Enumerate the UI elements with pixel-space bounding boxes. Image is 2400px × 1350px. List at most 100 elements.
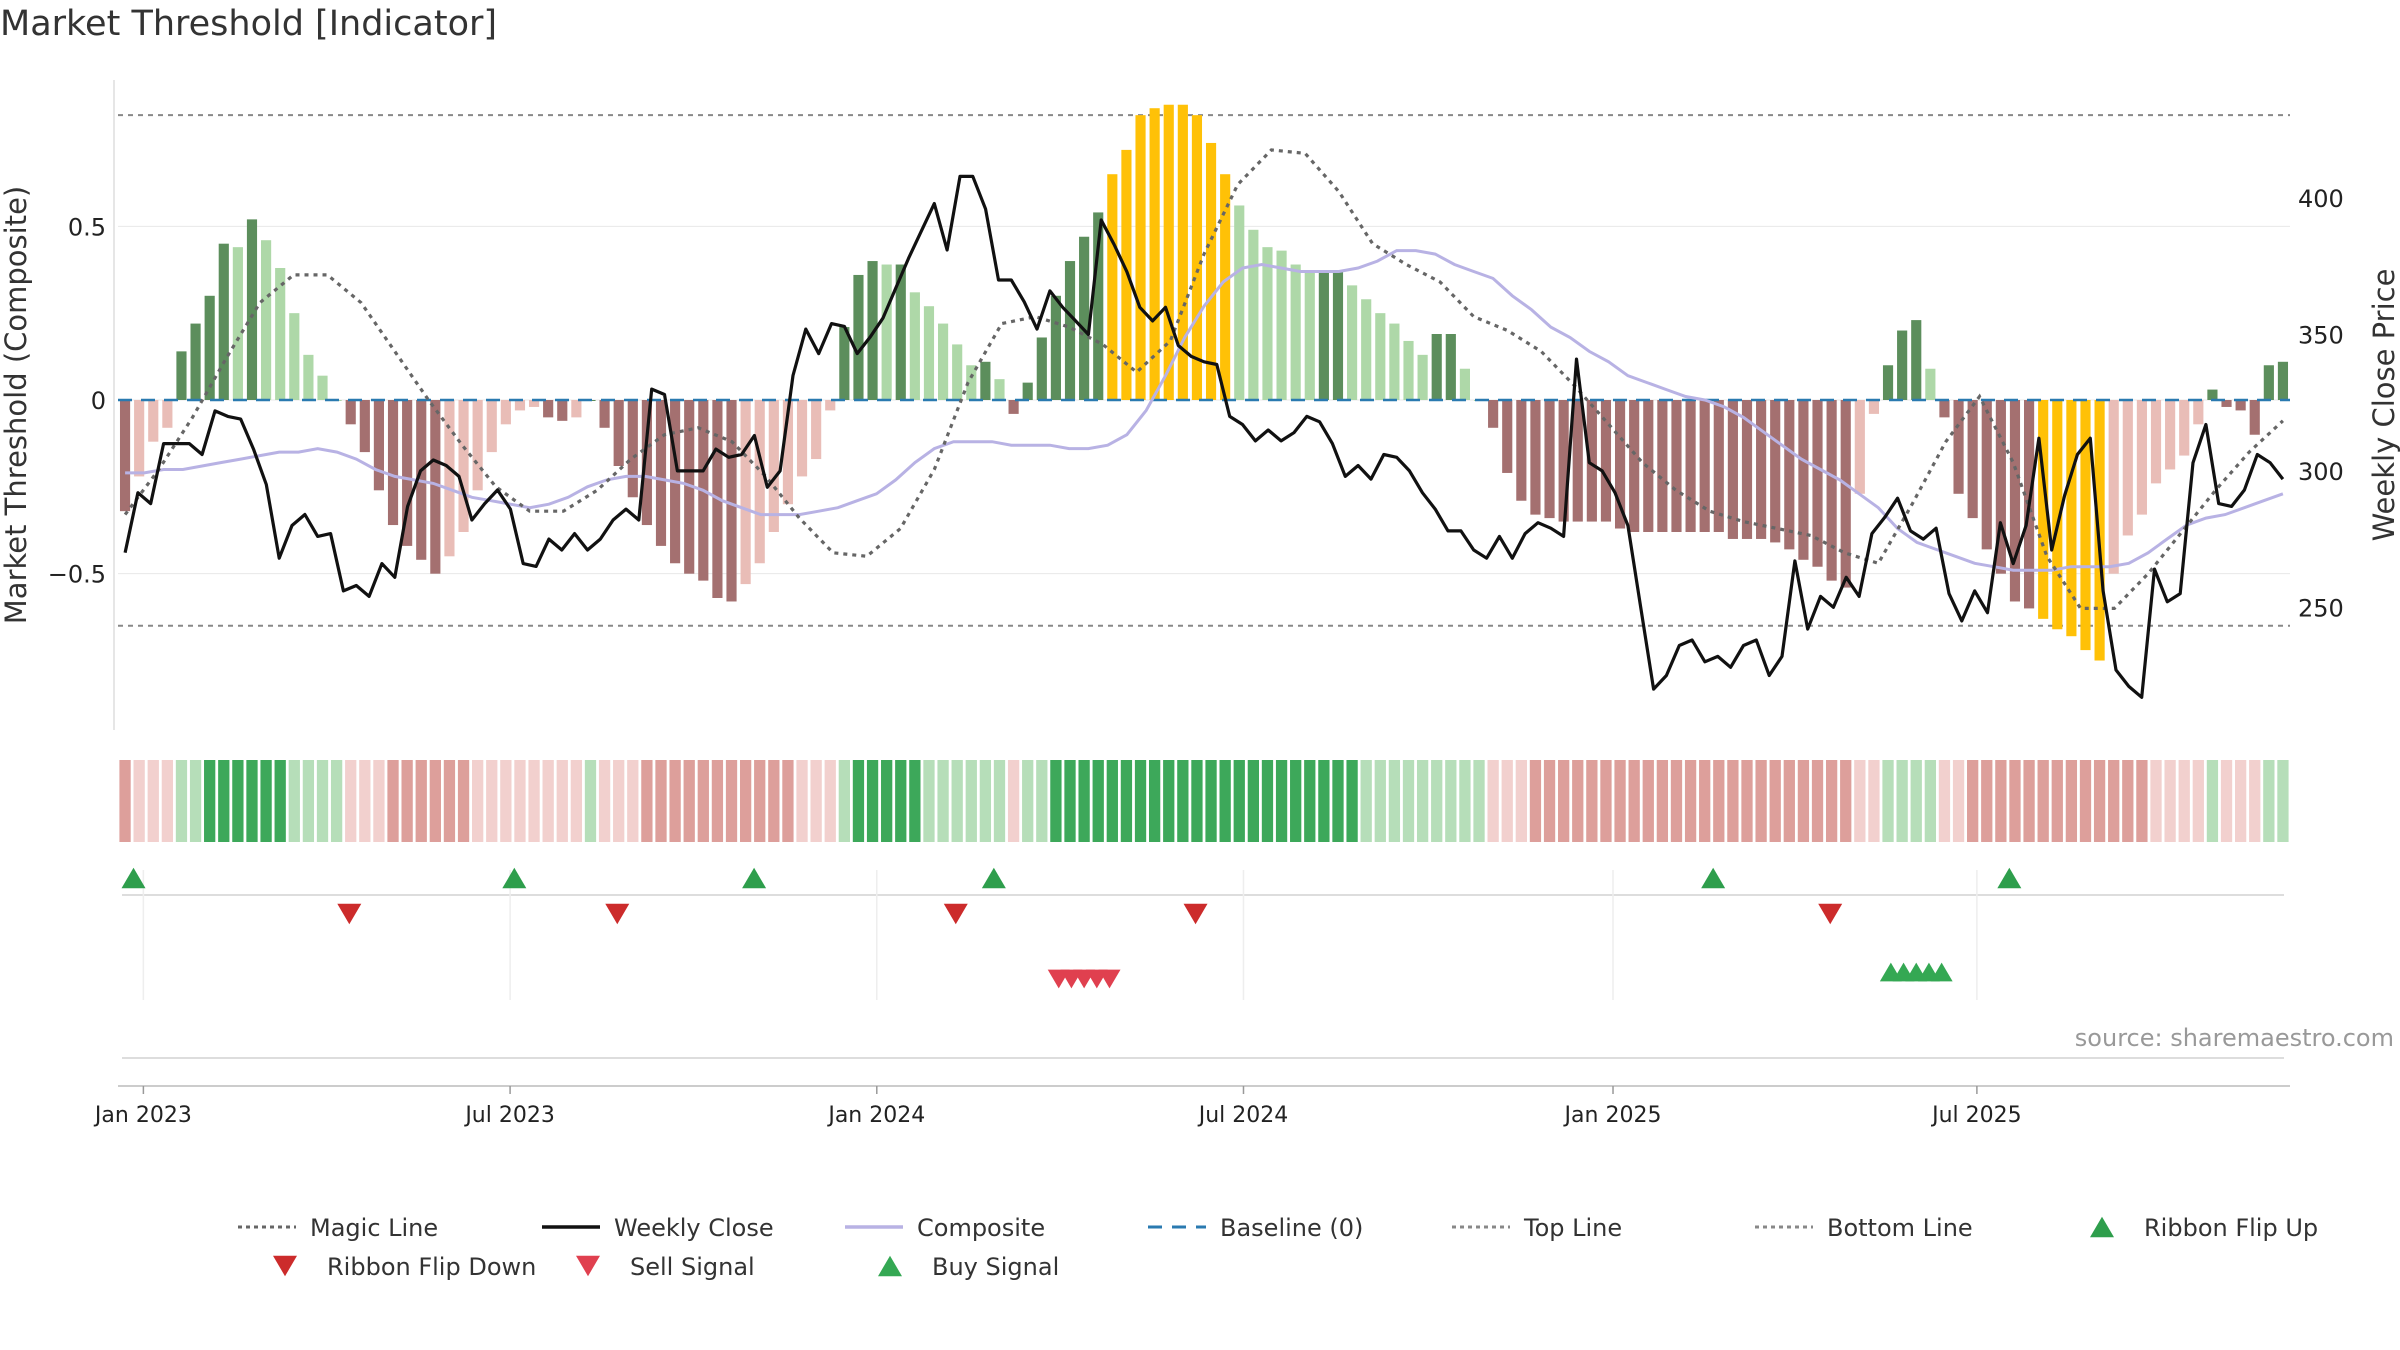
ribbon-cell	[415, 760, 427, 842]
ribbon-cell	[1614, 760, 1626, 842]
ribbon-cell	[1642, 760, 1654, 842]
composite-bar	[1530, 400, 1541, 515]
legend-item: Baseline (0)	[1148, 1214, 1363, 1242]
x-tick-label: Jul 2025	[1930, 1103, 2022, 1128]
composite-bar	[1064, 261, 1076, 400]
y-tick-label-right: 250	[2298, 594, 2344, 622]
ribbon-cell	[1924, 760, 1936, 842]
ribbon-cell	[1699, 760, 1711, 842]
ribbon-cell	[993, 760, 1006, 842]
composite-bar	[162, 400, 173, 428]
composite-bar	[2193, 400, 2204, 425]
composite-bar	[839, 327, 850, 400]
ribbon-cell	[2065, 760, 2078, 842]
ribbon-cell	[1981, 760, 1993, 842]
composite-bar	[1826, 400, 1837, 581]
composite-bar	[275, 268, 286, 400]
ribbon-cell	[429, 760, 441, 842]
composite-bar	[2108, 400, 2119, 574]
composite-bar	[895, 264, 906, 400]
ribbon-cell	[486, 760, 498, 842]
ribbon-cell	[1868, 760, 1880, 842]
ribbon-cell	[1995, 760, 2007, 842]
composite-bar	[317, 375, 328, 400]
composite-bar	[1177, 104, 1188, 400]
ribbon-cell	[1318, 760, 1330, 842]
ribbon-cell	[2220, 760, 2233, 842]
composite-bar	[1629, 400, 1640, 532]
ribbon-cell	[359, 760, 371, 842]
ribbon-cell	[1515, 760, 1527, 842]
composite-bar	[754, 400, 765, 564]
buy-signal-marker	[1930, 962, 1953, 982]
ribbon-cell	[345, 760, 357, 842]
ribbon-cell	[2234, 760, 2247, 842]
legend-item: Top Line	[1452, 1214, 1622, 1242]
composite-bar	[1220, 174, 1231, 400]
ribbon-cell	[739, 760, 752, 842]
ribbon-cell	[2108, 760, 2120, 842]
ribbon-cell	[1275, 760, 1288, 842]
ribbon-cell	[1713, 760, 1725, 842]
ribbon-cell	[1402, 760, 1415, 842]
composite-bar	[232, 247, 243, 400]
ribbon-cell	[1967, 760, 1979, 842]
composite-bar	[1544, 400, 1555, 519]
ribbon-cell	[514, 760, 526, 842]
composite-bar	[2150, 400, 2162, 484]
ribbon-cell	[1684, 760, 1697, 842]
legend-label: Bottom Line	[1827, 1214, 1973, 1242]
ribbon-cell	[2192, 760, 2204, 842]
y-tick-label-left: −0.5	[48, 561, 106, 589]
composite-bar	[1290, 264, 1301, 400]
ribbon-flip-up-marker	[742, 867, 767, 889]
signal-lanes	[118, 867, 2290, 1087]
composite-bar	[1953, 400, 1964, 494]
legend-label: Ribbon Flip Down	[327, 1253, 536, 1281]
composite-bar	[994, 379, 1005, 400]
composite-bar	[1234, 205, 1245, 400]
composite-bar	[768, 400, 779, 532]
composite-bar	[1022, 382, 1033, 400]
legend-swatch	[878, 1255, 902, 1277]
ribbon-cell	[189, 760, 202, 842]
chart-title: Market Threshold [Indicator]	[0, 4, 498, 44]
ribbon-cell	[133, 760, 145, 842]
composite-bar	[1361, 299, 1372, 400]
composite-bar	[444, 400, 455, 557]
composite-line	[125, 249, 2284, 572]
x-tick-label: Jan 2024	[826, 1103, 925, 1128]
ribbon-cell	[923, 760, 935, 842]
ribbon-cell	[2150, 760, 2162, 842]
composite-bar	[543, 400, 554, 418]
composite-bar	[1756, 400, 1767, 539]
composite-bar	[1713, 400, 1724, 532]
legend-label: Baseline (0)	[1220, 1214, 1363, 1242]
ribbon-cell	[1134, 760, 1147, 842]
legend-item: Sell Signal	[576, 1253, 755, 1281]
ribbon-cell	[1332, 760, 1344, 842]
x-tick-label: Jan 2023	[93, 1103, 192, 1128]
composite-bar	[1727, 400, 1738, 539]
composite-bar	[1347, 285, 1358, 400]
ribbon-cell	[768, 760, 780, 842]
ribbon-cell	[782, 760, 794, 842]
ribbon-cell	[246, 760, 258, 842]
ribbon-cell	[711, 760, 724, 842]
y-tick-label-left: 0	[91, 387, 106, 415]
composite-bar	[1812, 400, 1823, 567]
composite-bar	[303, 354, 314, 400]
ribbon-cell	[1233, 760, 1245, 842]
y-axis-label-left: Market Threshold (Composite)	[0, 186, 33, 624]
ribbon-flip-down-marker	[1183, 903, 1208, 925]
ribbon-cell	[542, 760, 554, 842]
composite-bar	[1079, 236, 1090, 400]
ribbon-cell	[598, 760, 611, 842]
composite-bar	[2249, 400, 2260, 435]
composite-bar	[1840, 400, 1851, 588]
ribbon-cell	[147, 760, 159, 842]
ribbon-cell	[119, 760, 131, 842]
composite-bar	[557, 400, 568, 421]
ribbon-cell	[500, 760, 512, 842]
